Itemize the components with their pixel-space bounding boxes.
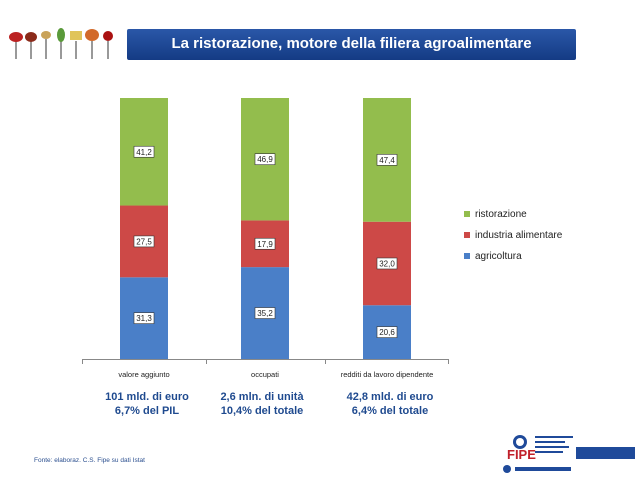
vegetable-fork-icon xyxy=(57,28,65,59)
pasta-fork-icon xyxy=(85,29,99,59)
title-banner: La ristorazione, motore della filiera ag… xyxy=(127,29,576,60)
legend-swatch xyxy=(464,232,470,238)
data-label-box xyxy=(254,237,276,250)
cheese-fork-icon xyxy=(70,31,82,59)
data-label: 46,9 xyxy=(257,155,273,164)
fipe-logo: FIPE xyxy=(497,432,577,476)
data-label: 20,6 xyxy=(379,328,395,337)
subtitle-line1: 42,8 mld. di euro xyxy=(346,391,434,403)
data-label: 32,0 xyxy=(379,259,395,268)
fork-icon xyxy=(41,31,51,59)
data-label: 31,3 xyxy=(136,314,152,323)
legend-label: ristorazione xyxy=(475,209,527,220)
category-label: redditi da lavoro dipendente xyxy=(341,370,434,379)
subtitle-line1: 2,6 mln. di unità xyxy=(220,391,304,403)
svg-text:FIPE: FIPE xyxy=(507,447,536,462)
subtitle-redditi: 42,8 mld. di euro 6,4% del totale xyxy=(325,390,455,418)
subtitle-line1: 101 mld. di euro xyxy=(105,391,189,403)
data-label-box xyxy=(133,235,155,248)
meat-fork-icon xyxy=(25,32,37,59)
data-label-box xyxy=(254,153,276,166)
source-note: Fonte: elaboraz. C.S. Fipe su dati Istat xyxy=(34,457,145,464)
data-label-box xyxy=(133,145,155,158)
subtitle-valore-aggiunto: 101 mld. di euro 6,7% del PIL xyxy=(82,390,212,418)
legend-swatch xyxy=(464,211,470,217)
legend-label: industria alimentare xyxy=(475,230,563,241)
legend-swatch xyxy=(464,253,470,259)
legend-label: agricoltura xyxy=(475,251,522,262)
data-label: 47,4 xyxy=(379,156,395,165)
subtitle-line2: 6,7% del PIL xyxy=(114,405,180,417)
data-label: 17,9 xyxy=(257,240,273,249)
data-label-box xyxy=(133,312,155,324)
data-label: 41,2 xyxy=(136,148,152,157)
data-label-box xyxy=(376,154,398,166)
food-utensils-logo xyxy=(6,25,124,65)
data-label-box xyxy=(376,257,398,270)
subtitle-occupati: 2,6 mln. di unità 10,4% del totale xyxy=(197,390,327,418)
footer-bar xyxy=(576,447,635,459)
data-label-box xyxy=(254,307,276,319)
data-label: 27,5 xyxy=(136,237,152,246)
subtitle-line2: 10,4% del totale xyxy=(220,405,304,417)
data-label-box xyxy=(376,326,398,338)
data-label: 35,2 xyxy=(257,309,273,318)
category-label: valore aggiunto xyxy=(118,370,169,379)
cherry-fork-icon xyxy=(103,31,113,59)
category-label: occupati xyxy=(251,370,279,379)
tomato-fork-icon xyxy=(9,32,23,59)
page-title: La ristorazione, motore della filiera ag… xyxy=(171,35,532,52)
subtitle-line2: 6,4% del totale xyxy=(351,405,429,417)
